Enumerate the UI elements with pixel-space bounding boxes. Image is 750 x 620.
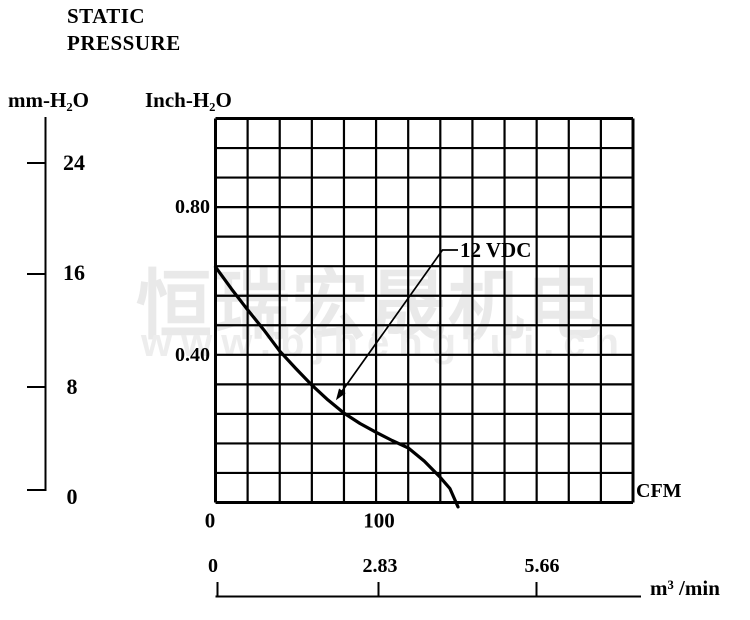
mm-tick-24: 24 [63,150,85,175]
annotation-arrowhead-icon [335,388,346,401]
y-axis-unit-mm-h2o: mm-H₂O [8,88,89,112]
mm-tick-0: 0 [66,484,78,509]
x-axis-unit-m3min: m³ /min [650,576,720,600]
inch-tick-040: 0.40 [175,344,210,366]
fan-curve-12vdc [213,265,460,509]
chart-title-line1: STATIC [67,4,146,28]
m3min-tick-0: 0 [208,555,218,577]
y-axis-unit-inch-h2o: Inch-H₂O [145,88,232,112]
mm-tick-16: 16 [63,260,85,285]
m3min-tick-566: 5.66 [524,555,560,577]
inch-tick-080: 0.80 [175,196,210,218]
watermark-cjk-text: 恒瑞宏晟机电 [136,264,604,349]
watermark-url-text: www.bjhengrui.cn [141,321,628,365]
curve-label-12vdc: 12 VDC [460,238,532,262]
x-axis-unit-cfm: CFM [636,480,682,502]
mm-tick-8: 8 [66,374,78,399]
chart-title-line2: PRESSURE [67,31,181,55]
m3min-tick-283: 2.83 [362,555,398,577]
cfm-tick-100: 100 [363,508,395,533]
cfm-tick-0: 0 [204,508,216,533]
annotation-leader-line [337,249,458,397]
